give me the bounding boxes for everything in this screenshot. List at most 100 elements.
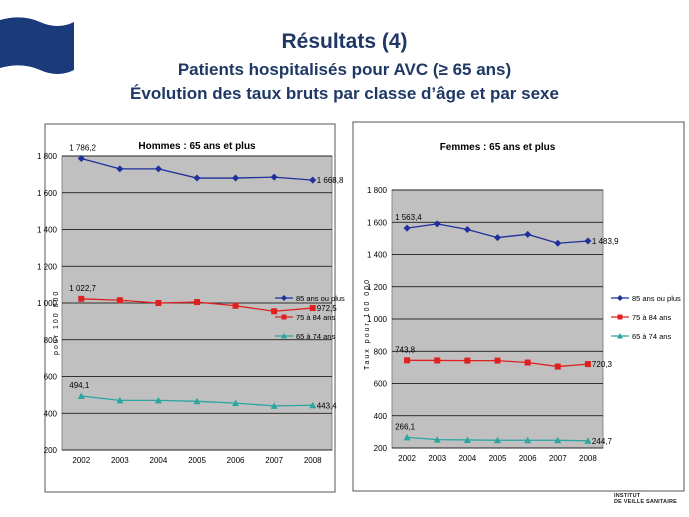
femmes-point-square bbox=[554, 363, 561, 370]
femmes-point-triangle bbox=[463, 436, 471, 443]
femmes-point-diamond bbox=[433, 220, 441, 228]
hommes-x-tick-label: 2005 bbox=[188, 456, 206, 465]
hommes-x-tick-label: 2006 bbox=[227, 456, 245, 465]
logo-line-2: DE VEILLE SANITAIRE bbox=[614, 499, 677, 505]
hommes-legend-label: 85 ans ou plus bbox=[296, 294, 345, 303]
hommes-legend-label: 75 à 84 ans bbox=[296, 313, 335, 322]
hommes-point-diamond bbox=[77, 155, 85, 163]
femmes-point-diamond bbox=[554, 239, 562, 247]
hommes-point-diamond bbox=[193, 174, 201, 182]
femmes-point-triangle bbox=[403, 433, 411, 441]
hommes-legend-marker bbox=[281, 333, 287, 339]
hommes-y-tick-label: 1 400 bbox=[37, 226, 58, 235]
femmes-x-tick-label: 2004 bbox=[458, 454, 476, 463]
femmes-y-tick-label: 800 bbox=[374, 347, 388, 356]
femmes-data-label: 1 563,4 bbox=[395, 213, 422, 222]
hommes-point-diamond bbox=[270, 173, 278, 181]
hommes-x-tick-label: 2007 bbox=[265, 456, 283, 465]
femmes-point-square bbox=[404, 357, 411, 364]
hommes-point-square bbox=[232, 302, 239, 309]
hommes-point-square bbox=[194, 299, 200, 306]
hommes-y-tick-label: 200 bbox=[44, 446, 58, 455]
hommes-x-tick-label: 2002 bbox=[72, 456, 90, 465]
femmes-y-tick-label: 1 400 bbox=[367, 251, 388, 260]
hommes-point-triangle bbox=[270, 402, 278, 409]
femmes-x-tick-label: 2005 bbox=[489, 454, 507, 463]
femmes-x-tick-label: 2008 bbox=[579, 454, 597, 463]
hommes-point-diamond bbox=[309, 176, 317, 184]
femmes-data-label: 1 483,9 bbox=[592, 237, 619, 246]
hommes-legend-label: 65 à 74 ans bbox=[296, 332, 335, 341]
femmes-point-triangle bbox=[494, 436, 501, 444]
femmes-point-triangle bbox=[554, 436, 562, 444]
hommes-point-triangle bbox=[77, 392, 85, 399]
femmes-point-square bbox=[494, 357, 501, 364]
hommes-y-tick-label: 1 200 bbox=[37, 262, 58, 271]
femmes-legend-marker bbox=[617, 295, 623, 301]
hommes-point-diamond bbox=[154, 165, 162, 173]
hommes-point-square bbox=[155, 300, 162, 306]
hommes-data-label: 443,4 bbox=[317, 401, 338, 410]
femmes-point-square bbox=[524, 359, 531, 366]
femmes-x-tick-label: 2006 bbox=[519, 454, 537, 463]
hommes-x-tick-label: 2003 bbox=[111, 456, 129, 465]
hommes-data-label: 972,5 bbox=[317, 304, 338, 313]
hommes-y-tick-label: 600 bbox=[44, 373, 58, 382]
femmes-data-label: 244,7 bbox=[592, 437, 613, 446]
hommes-point-square bbox=[116, 297, 123, 304]
hommes-point-diamond bbox=[116, 165, 124, 173]
invs-logo: INSTITUT DE VEILLE SANITAIRE bbox=[614, 493, 677, 505]
femmes-y-axis-label: Taux pour 100 000 bbox=[364, 278, 371, 370]
hommes-point-triangle bbox=[309, 401, 317, 409]
femmes-legend-marker bbox=[617, 314, 623, 320]
hommes-legend-marker bbox=[281, 314, 287, 320]
femmes-legend-label: 85 ans ou plus bbox=[632, 294, 681, 303]
femmes-legend-label: 65 à 74 ans bbox=[632, 332, 671, 341]
femmes-data-label: 266,1 bbox=[395, 422, 416, 431]
femmes-point-triangle bbox=[524, 436, 532, 444]
hommes-point-triangle bbox=[116, 396, 124, 404]
femmes-point-diamond bbox=[524, 230, 532, 238]
femmes-legend-label: 75 à 84 ans bbox=[632, 313, 671, 322]
femmes-x-tick-label: 2003 bbox=[428, 454, 446, 463]
hommes-point-triangle bbox=[154, 396, 162, 404]
hommes-point-triangle bbox=[193, 397, 201, 405]
femmes-y-tick-label: 200 bbox=[374, 444, 388, 453]
hommes-y-tick-label: 1 600 bbox=[37, 189, 58, 198]
slide-title: Résultats (4) bbox=[281, 30, 408, 53]
slide-subtitle-2: Évolution des taux bruts par classe d’âg… bbox=[130, 84, 559, 103]
flag-logo bbox=[0, 17, 74, 74]
slide-subtitle-1: Patients hospitalisés pour AVC (≥ 65 ans… bbox=[177, 60, 512, 79]
femmes-y-tick-label: 400 bbox=[374, 412, 388, 421]
femmes-point-square bbox=[464, 357, 471, 364]
femmes-y-tick-label: 1 800 bbox=[367, 186, 388, 195]
femmes-data-label: 743,8 bbox=[395, 345, 416, 354]
hommes-y-tick-label: 1 800 bbox=[37, 152, 58, 161]
femmes-y-tick-label: 1 200 bbox=[367, 283, 388, 292]
hommes-data-label: 1 786,2 bbox=[69, 144, 96, 153]
femmes-point-diamond bbox=[494, 234, 501, 242]
femmes-point-diamond bbox=[463, 226, 471, 234]
hommes-point-square bbox=[271, 308, 278, 315]
femmes-y-tick-label: 600 bbox=[374, 380, 388, 389]
hommes-x-tick-label: 2004 bbox=[150, 456, 168, 465]
hommes-data-label: 1 668,8 bbox=[317, 176, 344, 185]
hommes-point-triangle bbox=[232, 399, 240, 407]
femmes-x-tick-label: 2007 bbox=[549, 454, 567, 463]
femmes-x-tick-label: 2002 bbox=[398, 454, 416, 463]
femmes-legend-marker bbox=[617, 333, 623, 339]
hommes-legend-marker bbox=[281, 295, 287, 301]
femmes-data-label: 720,3 bbox=[592, 360, 613, 369]
femmes-chart-title: Femmes : 65 ans et plus bbox=[440, 142, 556, 153]
hommes-y-axis-label: pour 100 000 bbox=[53, 290, 60, 355]
femmes-y-tick-label: 1 600 bbox=[367, 218, 388, 227]
femmes-point-diamond bbox=[403, 224, 411, 232]
hommes-point-square bbox=[309, 305, 316, 312]
femmes-point-triangle bbox=[433, 436, 441, 443]
hommes-y-tick-label: 800 bbox=[44, 336, 58, 345]
hommes-x-tick-label: 2008 bbox=[304, 456, 322, 465]
femmes-y-tick-label: 1 000 bbox=[367, 315, 388, 324]
hommes-chart-title: Hommes : 65 ans et plus bbox=[138, 141, 256, 152]
femmes-point-diamond bbox=[584, 237, 592, 245]
